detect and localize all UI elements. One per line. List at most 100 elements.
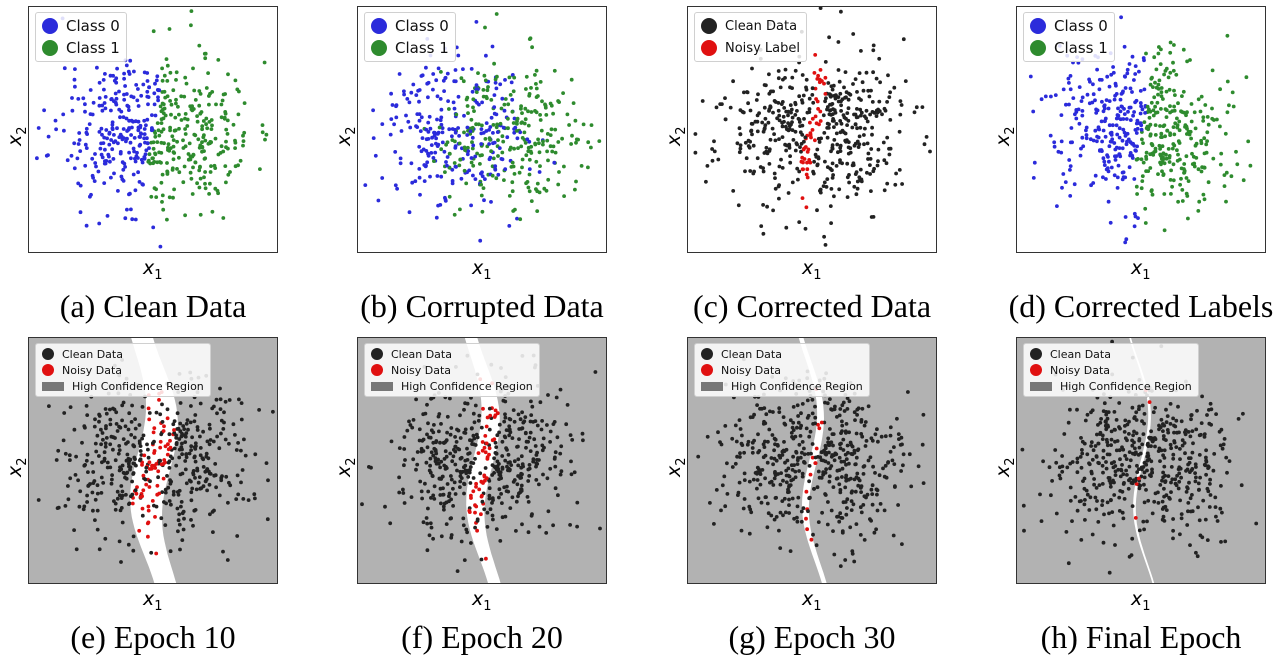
data-point [1121, 127, 1126, 132]
data-point [859, 113, 863, 118]
data-point [1188, 470, 1192, 474]
data-point [514, 529, 518, 533]
data-point [72, 528, 76, 532]
data-point [431, 72, 436, 76]
data-point [855, 471, 860, 476]
data-point [208, 438, 213, 442]
data-point [1151, 108, 1156, 113]
data-point [1171, 517, 1175, 521]
data-point [444, 464, 448, 469]
data-point [1090, 408, 1095, 413]
data-point [239, 480, 243, 485]
data-point [1159, 131, 1164, 136]
data-point [801, 160, 805, 165]
data-point [846, 140, 851, 145]
data-point [444, 522, 449, 526]
data-point [445, 414, 450, 419]
data-point [1114, 448, 1119, 453]
data-point [209, 127, 214, 131]
data-point [1031, 109, 1036, 114]
data-point [813, 415, 818, 420]
data-point [832, 138, 837, 142]
data-point [198, 401, 203, 406]
data-point [195, 428, 200, 432]
data-point [487, 446, 492, 451]
data-point [901, 37, 906, 42]
data-point [133, 217, 138, 222]
data-point [865, 170, 869, 175]
data-point [201, 119, 206, 123]
data-point [471, 97, 476, 102]
data-point [478, 471, 483, 476]
data-point [1193, 126, 1198, 131]
data-point [84, 223, 89, 228]
data-point [834, 122, 839, 126]
data-point [123, 216, 128, 221]
legend-marker [1030, 40, 1046, 56]
data-point [131, 471, 136, 475]
data-point [1118, 109, 1123, 114]
data-point [1117, 495, 1122, 500]
data-point [165, 79, 170, 83]
data-point [206, 71, 211, 75]
data-point [217, 446, 222, 451]
data-point [68, 476, 73, 481]
data-point [466, 475, 471, 479]
data-point [439, 70, 443, 74]
data-point [149, 128, 154, 133]
data-point [844, 422, 849, 426]
data-point [897, 168, 902, 172]
data-point [444, 500, 449, 505]
data-point [1162, 192, 1167, 196]
data-point [1206, 180, 1211, 185]
data-point [872, 530, 877, 535]
data-point [1075, 470, 1080, 475]
data-point [838, 407, 843, 411]
data-point [516, 463, 521, 468]
data-point [108, 407, 112, 412]
data-point [241, 139, 246, 144]
data-point [136, 87, 140, 91]
data-point [787, 511, 791, 515]
data-point [1082, 502, 1087, 507]
data-point [444, 438, 449, 443]
data-point [830, 168, 834, 173]
data-point [1201, 115, 1206, 120]
data-point [161, 462, 166, 466]
data-point [552, 160, 557, 165]
data-point [431, 453, 436, 458]
data-point [102, 101, 107, 105]
data-point [195, 181, 200, 186]
data-point [237, 397, 241, 402]
data-point [459, 471, 463, 475]
data-point [426, 153, 431, 158]
data-point [134, 491, 139, 496]
data-point [94, 164, 98, 169]
data-point [765, 460, 770, 465]
data-point [1140, 137, 1144, 142]
data-point [427, 533, 432, 538]
data-point [1117, 152, 1122, 157]
data-point [705, 164, 710, 168]
data-point [1186, 509, 1190, 514]
data-point [130, 501, 135, 506]
data-point [1083, 418, 1088, 423]
data-point [759, 224, 764, 229]
data-point [171, 138, 176, 143]
data-point [1056, 149, 1061, 154]
data-point [260, 123, 265, 127]
data-point [483, 78, 488, 83]
data-point [791, 420, 796, 425]
data-point [1068, 74, 1073, 78]
data-point [1172, 104, 1176, 109]
data-point [1064, 530, 1069, 534]
data-point [731, 189, 736, 193]
data-point [95, 483, 100, 488]
data-point [70, 108, 75, 113]
data-point [243, 453, 248, 458]
data-point [524, 445, 528, 450]
data-point [426, 120, 431, 125]
data-point [1065, 465, 1070, 470]
legend-marker [1030, 364, 1042, 376]
data-point [1194, 550, 1198, 555]
